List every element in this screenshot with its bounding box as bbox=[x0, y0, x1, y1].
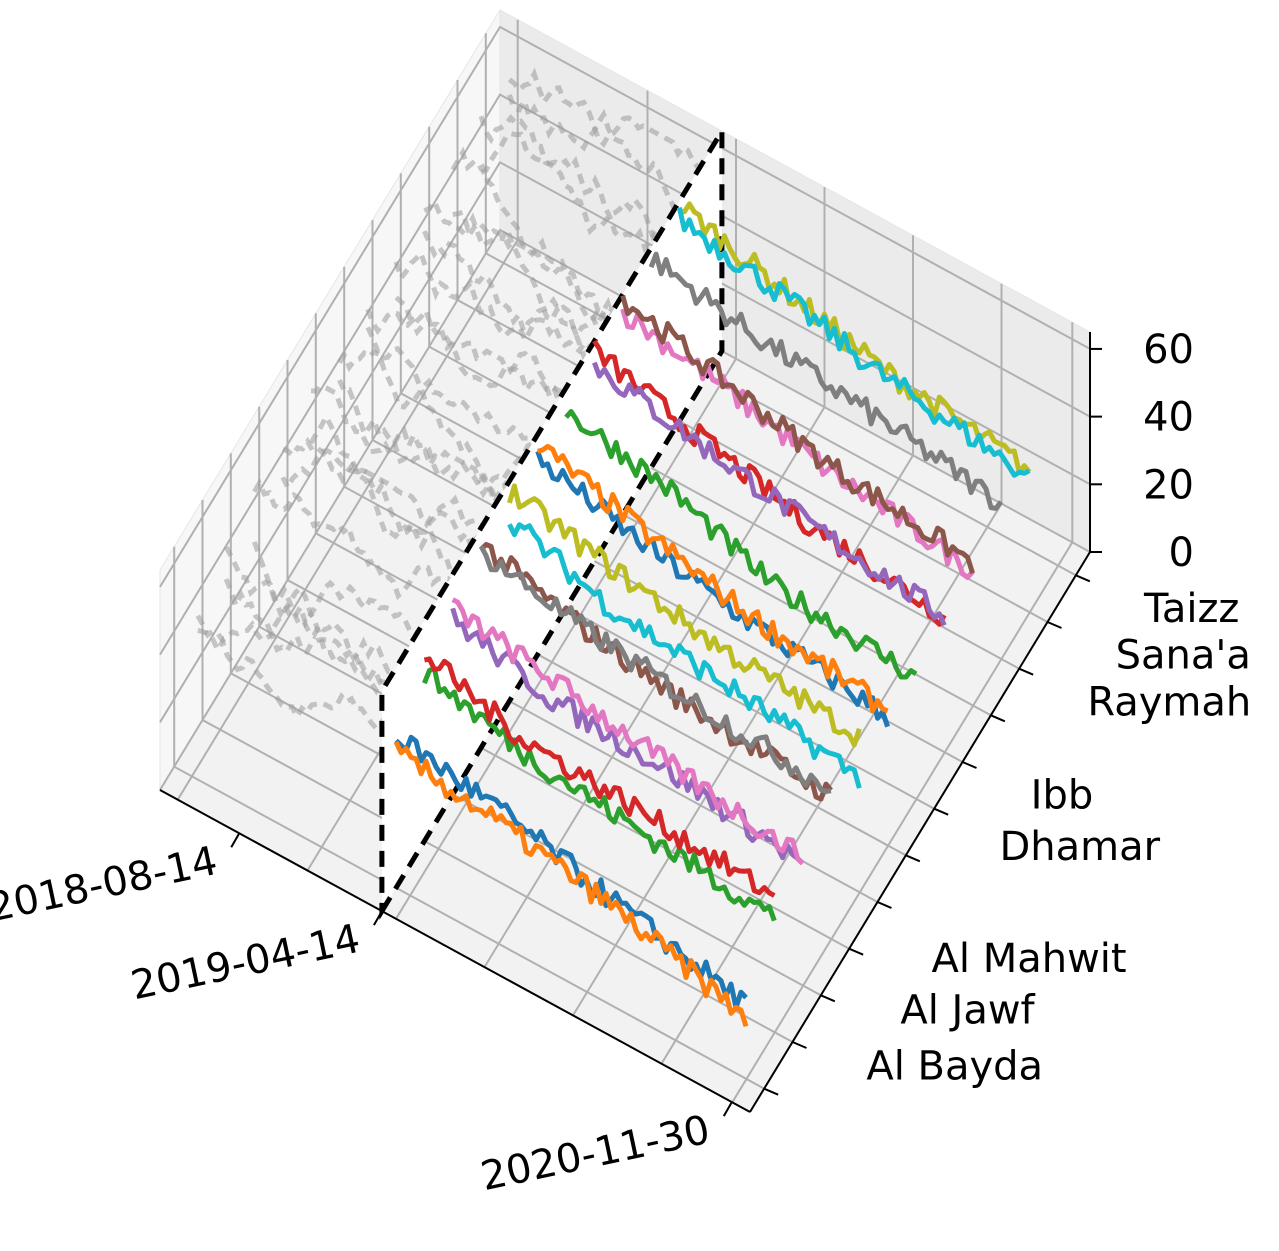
y-tick-label: Sana'a bbox=[1116, 633, 1251, 679]
history-line bbox=[423, 196, 624, 326]
z-grid-line bbox=[159, 93, 1091, 656]
x-tick-label: 2020-11-30 bbox=[477, 1107, 714, 1200]
x-tick-mark bbox=[230, 832, 241, 848]
history-line bbox=[252, 477, 454, 601]
history-line bbox=[337, 348, 539, 444]
y-tick-mark bbox=[933, 807, 949, 816]
x-tick-mark bbox=[373, 910, 383, 926]
series-line bbox=[507, 483, 862, 748]
y-tick-label: Al Bayda bbox=[866, 1043, 1043, 1089]
y-tick-mark bbox=[792, 1041, 807, 1049]
y-tick-mark bbox=[848, 947, 864, 956]
series-line bbox=[507, 522, 862, 789]
y-tick-mark bbox=[1018, 667, 1034, 676]
series-line bbox=[394, 734, 748, 1010]
y-tick-mark bbox=[1047, 621, 1062, 629]
z-grid-line bbox=[159, 228, 1091, 791]
z-tick-label: 40 bbox=[1143, 395, 1194, 441]
history-line bbox=[281, 436, 483, 588]
z-grid-line bbox=[159, 25, 1091, 588]
y-tick-mark bbox=[820, 994, 836, 1003]
history-line bbox=[365, 326, 569, 504]
y-tick-label: Taizz bbox=[1143, 586, 1239, 632]
x-tick-label: 2019-04-14 bbox=[127, 916, 364, 1009]
axis-lines bbox=[159, 332, 1091, 1113]
y-axis-ticks: Al Bayda Al Jawf Al Mahwit Dhamar Ibb RaymahS… bbox=[763, 574, 1251, 1096]
series-line bbox=[393, 740, 749, 1028]
series-line bbox=[620, 295, 975, 574]
series-line bbox=[422, 666, 777, 922]
x-tick-mark bbox=[722, 1101, 733, 1117]
history-line bbox=[393, 248, 596, 355]
history-line bbox=[310, 383, 512, 508]
y-axis-line bbox=[749, 551, 1091, 1113]
series-line bbox=[592, 361, 947, 627]
history-line bbox=[365, 308, 568, 397]
y-tick-label: Al Jawf bbox=[900, 987, 1035, 1033]
series-line bbox=[564, 409, 918, 680]
x-axis-line bbox=[159, 789, 751, 1113]
y-tick-mark bbox=[763, 1087, 779, 1096]
history-lines bbox=[195, 67, 710, 734]
series-line bbox=[676, 207, 1031, 478]
y-tick-label: Raymah bbox=[1087, 679, 1251, 725]
series-line bbox=[478, 545, 832, 794]
y-tick-label: Al Mahwit bbox=[932, 936, 1127, 982]
history-line bbox=[479, 130, 682, 270]
series-line bbox=[648, 251, 1004, 511]
history-line bbox=[195, 614, 398, 696]
forecast-lines bbox=[393, 201, 1032, 1028]
series-line bbox=[451, 597, 805, 866]
history-line bbox=[308, 411, 512, 578]
y-tick-label: Dhamar bbox=[1000, 824, 1161, 870]
x-tick-label: 2018-08-14 bbox=[0, 838, 221, 931]
y-tick-mark bbox=[990, 714, 1006, 723]
y-tick-label: Ibb bbox=[1031, 773, 1094, 819]
y-tick-mark bbox=[962, 761, 977, 769]
series-line bbox=[679, 201, 1032, 476]
y-tick-mark bbox=[1075, 574, 1091, 583]
z-tick-label: 20 bbox=[1143, 462, 1194, 508]
history-line bbox=[197, 627, 399, 734]
z-tick-label: 0 bbox=[1169, 530, 1194, 576]
z-tick-label: 60 bbox=[1143, 327, 1194, 373]
history-line bbox=[478, 114, 682, 282]
series-line bbox=[535, 450, 890, 728]
z-axis-ticks: 0 20 40 60 bbox=[1090, 327, 1194, 576]
series-line bbox=[423, 656, 776, 898]
y-tick-mark bbox=[905, 854, 921, 863]
series-line bbox=[536, 443, 889, 714]
y-tick-mark bbox=[877, 901, 892, 909]
history-line bbox=[337, 379, 540, 499]
history-line bbox=[452, 209, 653, 363]
